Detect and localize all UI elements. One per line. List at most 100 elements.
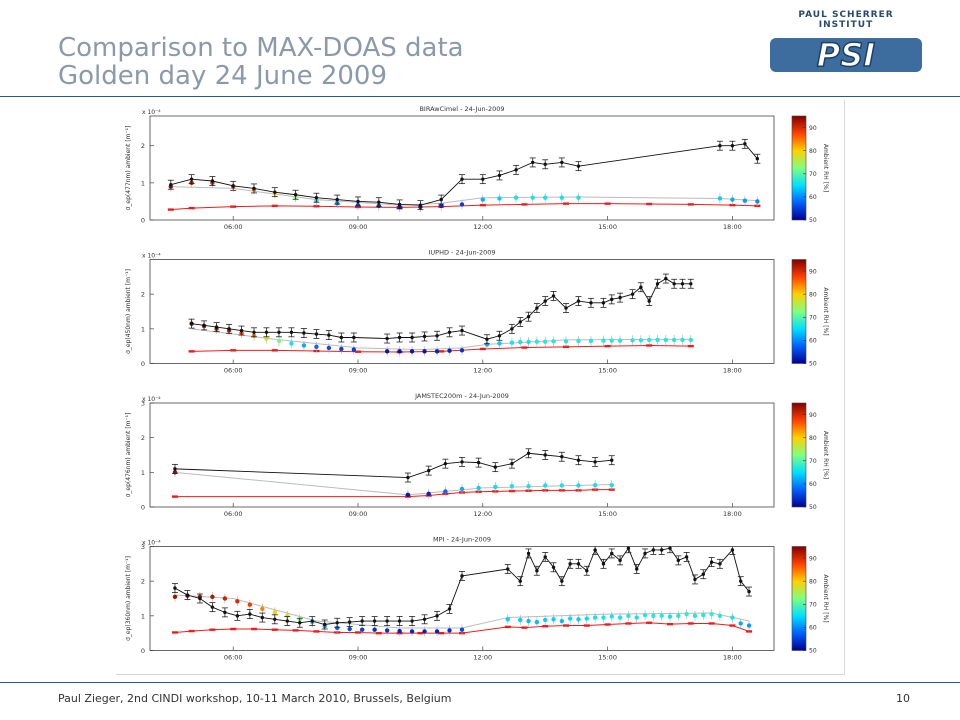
plot-frame — [149, 402, 775, 508]
y-tick-label: 0 — [141, 217, 145, 225]
plot-area — [188, 273, 694, 357]
black-series-point — [585, 569, 589, 573]
black-series-point — [531, 160, 535, 165]
black-series-point — [576, 299, 581, 303]
x-tick-label: 09:00 — [349, 510, 368, 518]
black-series-point — [347, 620, 352, 624]
colored-series-point — [609, 338, 614, 343]
x-tick-label: 06:00 — [224, 367, 243, 375]
colored-series-point — [730, 197, 735, 202]
colored-series-point — [692, 613, 698, 619]
red-series-point — [209, 628, 216, 631]
y-multiplier: x 10⁻⁴ — [142, 109, 161, 116]
x-tick-label: 18:00 — [723, 367, 742, 375]
colored-series-point — [584, 616, 589, 621]
colored-series-point — [459, 627, 465, 632]
colored-series-point — [434, 349, 440, 354]
colorbar-tick-label: 50 — [809, 217, 817, 224]
black-series-point — [422, 617, 427, 621]
black-series-point — [518, 320, 522, 324]
black-series-point — [314, 332, 319, 336]
colored-series-point — [730, 615, 735, 620]
colored-series-point — [609, 482, 614, 488]
red-series-point — [355, 350, 361, 353]
colorbar-tick-label: 90 — [809, 268, 817, 275]
black-series-point — [560, 455, 564, 459]
black-series-point — [747, 589, 751, 594]
colorbar-tick-label: 70 — [809, 458, 817, 465]
y-multiplier: x 10⁻⁴ — [142, 253, 161, 260]
black-series-point — [335, 621, 339, 625]
black-series-point — [689, 282, 693, 286]
colored-series-point — [601, 338, 606, 343]
slide-title: Comparison to MAX-DOAS data Golden day 2… — [58, 34, 464, 90]
panel-title: IUPHD - 24-Jun-2009 — [429, 249, 496, 257]
black-series-point — [655, 282, 660, 286]
black-series-point — [385, 336, 389, 341]
black-series-point — [189, 321, 194, 326]
colorbar-tick-label: 90 — [809, 555, 817, 562]
x-tick-label: 06:00 — [224, 223, 243, 231]
colored-series-point — [289, 341, 294, 346]
colored-series-point — [347, 626, 352, 632]
black-series-point — [189, 177, 194, 181]
colored-series-point — [326, 345, 332, 351]
x-tick-label: 09:00 — [349, 654, 368, 662]
rh-colorbar — [791, 402, 807, 508]
y-axis-label: σ_ep(360nm) ambient [m⁻¹] — [125, 556, 132, 641]
black-series-point — [535, 569, 539, 573]
x-tick-label: 15:00 — [598, 510, 617, 518]
black-series-point — [610, 551, 614, 556]
colored-series-point — [397, 349, 402, 354]
colored-series-point — [559, 483, 565, 488]
red-series-line — [174, 622, 750, 634]
black-series-point — [397, 335, 402, 340]
plot-area — [167, 138, 761, 212]
x-tick-label: 06:00 — [224, 654, 243, 662]
red-series-point — [563, 202, 569, 205]
colorbar-label: Ambient RH [%] — [822, 144, 829, 192]
plot-area — [171, 546, 753, 637]
black-series-point — [185, 593, 190, 597]
colored-series-point — [426, 491, 431, 497]
black-series-point — [418, 203, 423, 207]
black-series-point — [231, 184, 235, 188]
colorbar-tick-label: 90 — [809, 125, 817, 132]
psi-logo-badge: PSI — [770, 36, 922, 74]
black-series-point — [460, 460, 464, 464]
red-series-point — [646, 621, 653, 624]
colored-series-point — [480, 197, 485, 202]
colored-series-point — [551, 339, 556, 344]
y-tick-label: 1 — [141, 325, 145, 333]
x-tick-label: 15:00 — [598, 367, 617, 375]
psi-logo: PAUL SCHERRER INSTITUT PSI — [770, 10, 922, 74]
colored-series-point — [497, 196, 502, 201]
black-series-point — [543, 453, 547, 457]
plot-frame — [149, 546, 775, 651]
black-series-point — [755, 157, 760, 161]
black-series-point — [610, 297, 614, 302]
colored-series-point — [701, 612, 706, 618]
colored-series-point — [276, 338, 282, 344]
black-series-point — [526, 315, 531, 319]
red-series-point — [479, 203, 486, 207]
colored-series-point — [567, 616, 573, 621]
red-series-point — [171, 631, 178, 634]
y-tick-label: 2 — [141, 578, 145, 586]
colored-series-point — [459, 202, 465, 207]
black-series-point — [252, 186, 256, 191]
colored-series-point — [372, 627, 377, 632]
colored-series-point — [513, 195, 519, 200]
colored-series-point — [551, 617, 556, 622]
red-series-point — [167, 208, 174, 211]
red-series-point — [563, 345, 569, 349]
colored-series-point — [359, 627, 365, 632]
black-series-point — [422, 334, 427, 339]
colored-series-point — [543, 617, 548, 623]
colorbar-tick-label: 80 — [809, 435, 817, 442]
black-series-point — [327, 333, 331, 337]
y-axis-label: σ_ep(476nm) ambient [m⁻¹] — [125, 413, 132, 498]
rh-colorbar — [791, 115, 807, 221]
y-tick-label: 1 — [141, 179, 145, 187]
colored-series-point — [576, 483, 581, 488]
